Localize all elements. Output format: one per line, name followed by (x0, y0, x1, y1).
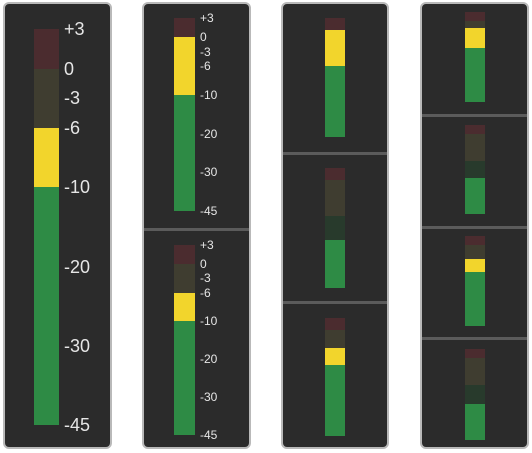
level-meter (465, 125, 485, 214)
clip-zone (325, 18, 345, 30)
clip-zone (465, 125, 485, 134)
meter-divider (283, 301, 387, 304)
level-fill-green (174, 321, 195, 435)
scale-label: -45 (200, 204, 218, 218)
clip-zone (174, 245, 195, 264)
scale-label: -45 (200, 428, 218, 442)
meter-panel-medium: +3 0 -3 -6 -10 -20 -30 -45 +3 0 -3 -6 -10 -20 -30 -45 (142, 2, 251, 449)
level-fill-green (34, 187, 59, 425)
scale-label: +3 (64, 19, 85, 39)
scale-label: -3 (200, 271, 211, 286)
level-fill-yellow (325, 347, 345, 366)
clip-zone (465, 12, 485, 21)
level-meter (325, 168, 345, 288)
meter-panel-tiny (420, 2, 529, 449)
warn-zone (465, 358, 485, 386)
meter-divider (422, 337, 527, 340)
level-fill-green (465, 403, 485, 440)
level-meter (465, 12, 485, 102)
scale-label: -30 (200, 390, 218, 404)
meter-divider (144, 228, 249, 231)
meter-panel-large: +3 0 -3 -6 -10 -20 -30 -45 (3, 2, 112, 449)
clip-zone (34, 29, 59, 69)
clip-zone (174, 18, 195, 38)
scale-label: -3 (200, 44, 211, 59)
level-fill-green (174, 95, 195, 211)
scale-label: -10 (200, 314, 218, 328)
meter-divider (283, 152, 387, 155)
scale-label: -6 (200, 285, 211, 300)
level-fill-yellow (465, 258, 485, 272)
level-fill-yellow (325, 29, 345, 66)
level-meter (325, 318, 345, 436)
scale-label: +3 (200, 11, 214, 25)
meter-panel-small (281, 2, 389, 449)
level-fill-yellow (465, 27, 485, 48)
clip-zone (325, 168, 345, 180)
scale-label: -45 (64, 415, 91, 435)
level-fill-yellow (174, 292, 195, 321)
scale-label: 0 (200, 30, 207, 45)
scale-label: -10 (64, 177, 91, 198)
level-fill-green (465, 178, 485, 214)
scale-label: -20 (200, 352, 218, 366)
meter-divider (422, 226, 527, 229)
level-fill-green (325, 65, 345, 137)
level-meter (465, 349, 485, 440)
level-meter (174, 245, 195, 435)
warn-zone (465, 133, 485, 161)
level-meter (465, 236, 485, 326)
scale-label: -10 (200, 88, 218, 103)
scale-label: -6 (64, 118, 81, 138)
clip-zone (325, 318, 345, 330)
clip-zone (465, 236, 485, 245)
level-meter (325, 18, 345, 137)
level-fill-green (465, 272, 485, 326)
level-fill-green (325, 240, 345, 288)
scale-label: -30 (200, 165, 218, 180)
clip-zone (465, 349, 485, 359)
scale-label: 0 (64, 58, 75, 79)
scale-label: -20 (64, 256, 91, 277)
level-meter (34, 29, 59, 425)
scale-label: -30 (64, 335, 91, 356)
scale-label: -3 (64, 88, 81, 109)
level-fill-yellow (174, 37, 195, 96)
level-meter (174, 18, 195, 211)
scale-label: -6 (200, 59, 211, 74)
scale-label: -20 (200, 126, 218, 141)
level-fill-green (465, 48, 485, 102)
level-fill-yellow (34, 128, 59, 188)
meter-divider (422, 114, 527, 117)
scale-label: 0 (200, 257, 207, 271)
scale-label: +3 (200, 238, 214, 252)
level-fill-green (325, 365, 345, 436)
warn-zone (325, 180, 345, 216)
